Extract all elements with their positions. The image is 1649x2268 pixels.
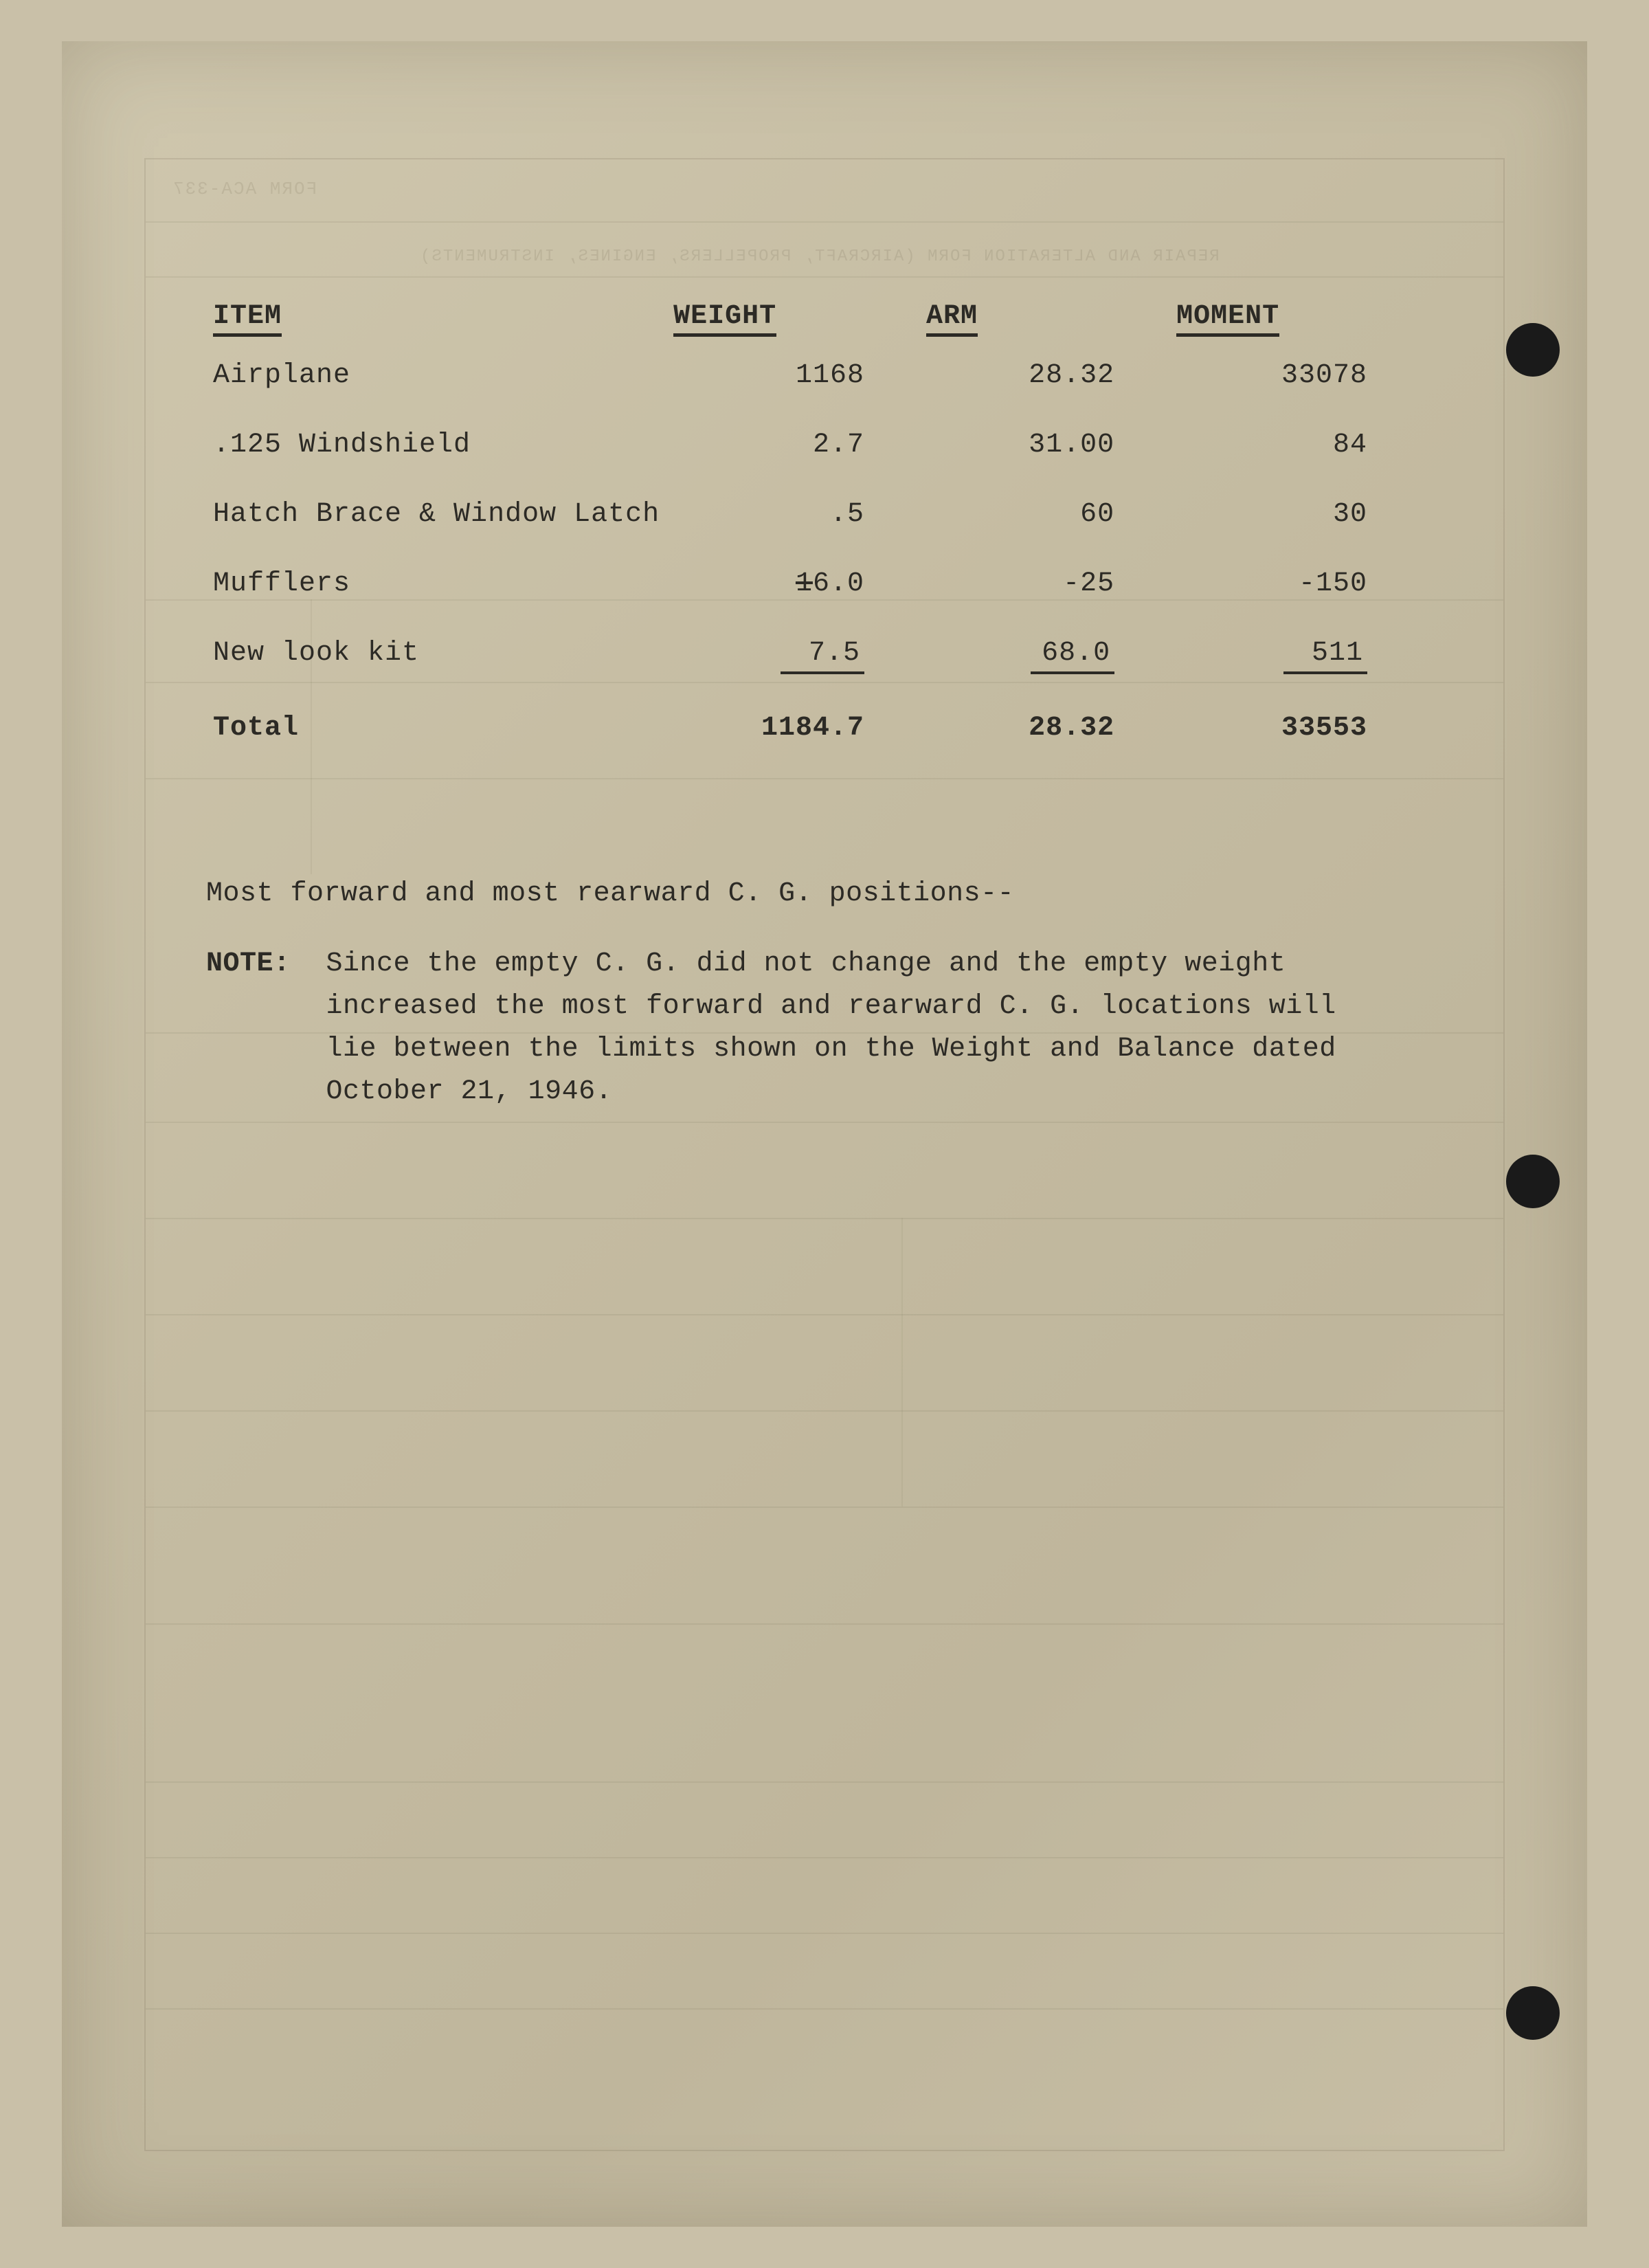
cell-item: New look kit — [206, 619, 666, 693]
cell-moment: 511 — [1169, 619, 1374, 693]
punch-hole — [1506, 1986, 1560, 2040]
cell-total-moment: 33553 — [1169, 693, 1374, 763]
cell-total-weight: 1184.7 — [666, 693, 919, 763]
table-row: Airplane 1168 28.32 33078 — [206, 341, 1374, 410]
cell-item: Mufflers — [206, 549, 666, 619]
cell-moment: 33078 — [1169, 341, 1374, 410]
cell-item: Hatch Brace & Window Latch — [206, 480, 666, 549]
cell-moment: 84 — [1169, 410, 1374, 480]
cell-total-arm: 28.32 — [919, 693, 1169, 763]
cell-item: Airplane — [206, 341, 666, 410]
cell-arm: 60 — [919, 480, 1169, 549]
cell-weight: 1168 — [666, 341, 919, 410]
note-paragraph: NOTE: Since the empty C. G. did not chan… — [206, 943, 1374, 1113]
weight-balance-table: ITEM WEIGHT ARM MOMENT Airplane 1168 28.… — [206, 296, 1374, 763]
cell-arm: -25 — [919, 549, 1169, 619]
table-row: Mufflers 16.0 -25 -150 — [206, 549, 1374, 619]
col-header-moment: MOMENT — [1169, 296, 1374, 341]
cg-positions-heading: Most forward and most rearward C. G. pos… — [206, 873, 1374, 915]
note-text: Since the empty C. G. did not change and… — [326, 943, 1371, 1113]
table-row: New look kit 7.5 68.0 511 — [206, 619, 1374, 693]
notes-block: Most forward and most rearward C. G. pos… — [206, 873, 1374, 1113]
scanned-page: FORM ACA-337 REPAIR AND ALTERATION FORM … — [62, 41, 1587, 2227]
table-row: Hatch Brace & Window Latch .5 60 30 — [206, 480, 1374, 549]
cell-weight: 16.0 — [666, 549, 919, 619]
cell-arm: 68.0 — [919, 619, 1169, 693]
cell-weight: 2.7 — [666, 410, 919, 480]
cell-total-label: Total — [206, 693, 666, 763]
table-total-row: Total 1184.7 28.32 33553 — [206, 693, 1374, 763]
punch-hole — [1506, 323, 1560, 377]
col-header-item: ITEM — [206, 296, 666, 341]
punch-hole — [1506, 1155, 1560, 1208]
cell-weight: 7.5 — [666, 619, 919, 693]
note-label: NOTE: — [206, 943, 309, 986]
typed-content: ITEM WEIGHT ARM MOMENT Airplane 1168 28.… — [206, 296, 1374, 1141]
cell-moment: -150 — [1169, 549, 1374, 619]
cell-arm: 31.00 — [919, 410, 1169, 480]
cell-arm: 28.32 — [919, 341, 1169, 410]
col-header-arm: ARM — [919, 296, 1169, 341]
cell-item: .125 Windshield — [206, 410, 666, 480]
table-row: .125 Windshield 2.7 31.00 84 — [206, 410, 1374, 480]
ghost-text: FORM ACA-337 — [172, 179, 317, 199]
col-header-weight: WEIGHT — [666, 296, 919, 341]
table-header-row: ITEM WEIGHT ARM MOMENT — [206, 296, 1374, 341]
cell-weight: .5 — [666, 480, 919, 549]
cell-moment: 30 — [1169, 480, 1374, 549]
ghost-text: REPAIR AND ALTERATION FORM (AIRCRAFT, PR… — [419, 247, 1220, 266]
